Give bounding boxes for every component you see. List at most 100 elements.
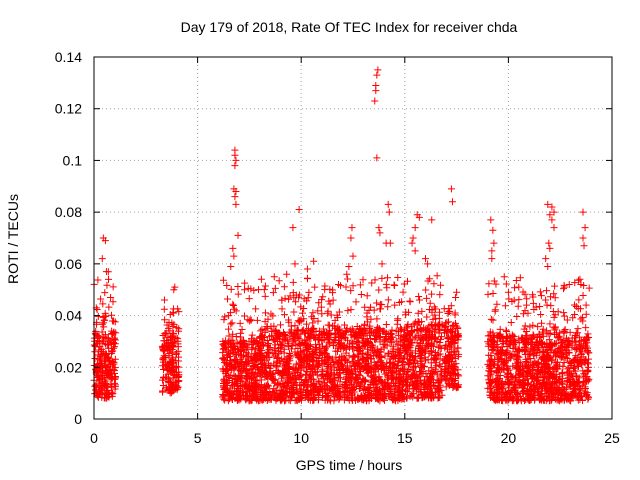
data-point [408, 352, 416, 360]
data-point [401, 326, 409, 334]
data-point [441, 356, 449, 364]
data-point [304, 333, 312, 341]
data-point [326, 300, 334, 308]
data-point [271, 392, 279, 400]
data-point [306, 396, 314, 404]
data-point [403, 277, 411, 285]
data-point [431, 355, 439, 363]
data-point [318, 310, 326, 318]
data-point [230, 305, 238, 313]
data-point [507, 318, 515, 326]
y-tick-label: 0.06 [55, 256, 82, 272]
data-point [315, 327, 323, 335]
data-point [425, 322, 433, 330]
data-point [277, 374, 285, 382]
data-point [435, 344, 443, 352]
data-point [311, 346, 319, 354]
data-point [303, 378, 311, 386]
data-point [322, 382, 330, 390]
data-point [262, 393, 270, 401]
data-point [413, 378, 421, 386]
data-point [257, 327, 265, 335]
data-point [260, 286, 268, 294]
data-point [289, 386, 297, 394]
data-point [412, 382, 420, 390]
data-point [414, 318, 422, 326]
data-point [238, 326, 246, 334]
data-point [103, 368, 111, 376]
data-point [347, 306, 355, 314]
data-point [263, 349, 271, 357]
data-point [360, 340, 368, 348]
data-point [296, 381, 304, 389]
data-point [168, 340, 176, 348]
data-point [280, 383, 288, 391]
data-point [267, 322, 275, 330]
data-point [310, 333, 318, 341]
data-point [503, 327, 511, 335]
data-point [244, 316, 252, 324]
data-point [373, 315, 381, 323]
data-point [416, 325, 424, 333]
y-tick-label: 0.1 [63, 152, 83, 168]
x-tick-label: 15 [397, 430, 413, 446]
data-point [515, 283, 523, 291]
data-point [269, 375, 277, 383]
data-point [172, 368, 180, 376]
data-point [407, 392, 415, 400]
data-point [577, 315, 585, 323]
data-point [409, 234, 417, 242]
data-point [223, 351, 231, 359]
data-point [101, 309, 109, 317]
data-point [427, 373, 435, 381]
data-point [354, 333, 362, 341]
data-point [309, 389, 317, 397]
data-point [411, 334, 419, 342]
data-point [242, 373, 250, 381]
data-point [219, 365, 227, 373]
data-point [104, 372, 112, 380]
data-point [428, 335, 436, 343]
data-point [258, 325, 266, 333]
data-point [370, 306, 378, 314]
data-point [415, 213, 423, 221]
data-point [379, 378, 387, 386]
data-point [266, 370, 274, 378]
data-point [219, 276, 227, 284]
data-point [237, 368, 245, 376]
data-point [104, 392, 112, 400]
data-point [232, 187, 240, 195]
data-point [268, 328, 276, 336]
data-point [380, 395, 388, 403]
data-point [438, 333, 446, 341]
data-point [230, 365, 238, 373]
data-point [407, 329, 415, 337]
data-point [436, 291, 444, 299]
data-point [392, 337, 400, 345]
data-point [369, 343, 377, 351]
data-point [401, 365, 409, 373]
data-point [537, 310, 545, 318]
gridlines [94, 57, 612, 419]
data-point [221, 384, 229, 392]
data-point [398, 325, 406, 333]
data-point [318, 357, 326, 365]
data-point [248, 335, 256, 343]
data-point [501, 302, 509, 310]
data-point [232, 200, 240, 208]
data-point [325, 297, 333, 305]
data-point [359, 375, 367, 383]
data-point [560, 285, 568, 293]
data-point [175, 353, 183, 361]
data-point [348, 224, 356, 232]
data-point [545, 239, 553, 247]
data-point [223, 281, 231, 289]
data-point [309, 325, 317, 333]
data-point [160, 305, 168, 313]
data-point [251, 361, 259, 369]
data-point [256, 384, 264, 392]
data-point [302, 320, 310, 328]
data-point [253, 316, 261, 324]
data-point [451, 374, 459, 382]
data-point [367, 327, 375, 335]
